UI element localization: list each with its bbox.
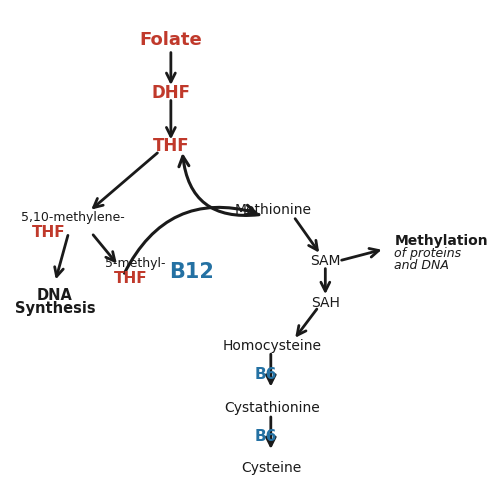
Text: DHF: DHF	[152, 84, 190, 102]
Text: Homocysteine: Homocysteine	[222, 340, 321, 353]
Text: SAH: SAH	[311, 296, 340, 310]
Text: Synthesis: Synthesis	[14, 301, 96, 316]
Text: Methionine: Methionine	[234, 204, 312, 218]
Text: 5-methyl-: 5-methyl-	[105, 258, 166, 270]
Text: THF: THF	[152, 137, 189, 155]
Text: B6: B6	[255, 430, 278, 444]
Text: THF: THF	[114, 271, 148, 286]
Text: DNA: DNA	[37, 288, 73, 303]
Text: Methylation: Methylation	[394, 234, 488, 248]
Text: 5,10-methylene-: 5,10-methylene-	[21, 212, 124, 224]
Text: THF: THF	[32, 225, 66, 240]
Text: of proteins: of proteins	[394, 248, 462, 260]
Text: Cystathionine: Cystathionine	[224, 401, 320, 415]
Text: B12: B12	[169, 262, 214, 282]
Text: and DNA: and DNA	[394, 260, 450, 272]
Text: Folate: Folate	[140, 31, 202, 49]
Text: SAM: SAM	[310, 254, 340, 268]
Text: B6: B6	[255, 367, 278, 382]
Text: Cysteine: Cysteine	[242, 460, 302, 474]
